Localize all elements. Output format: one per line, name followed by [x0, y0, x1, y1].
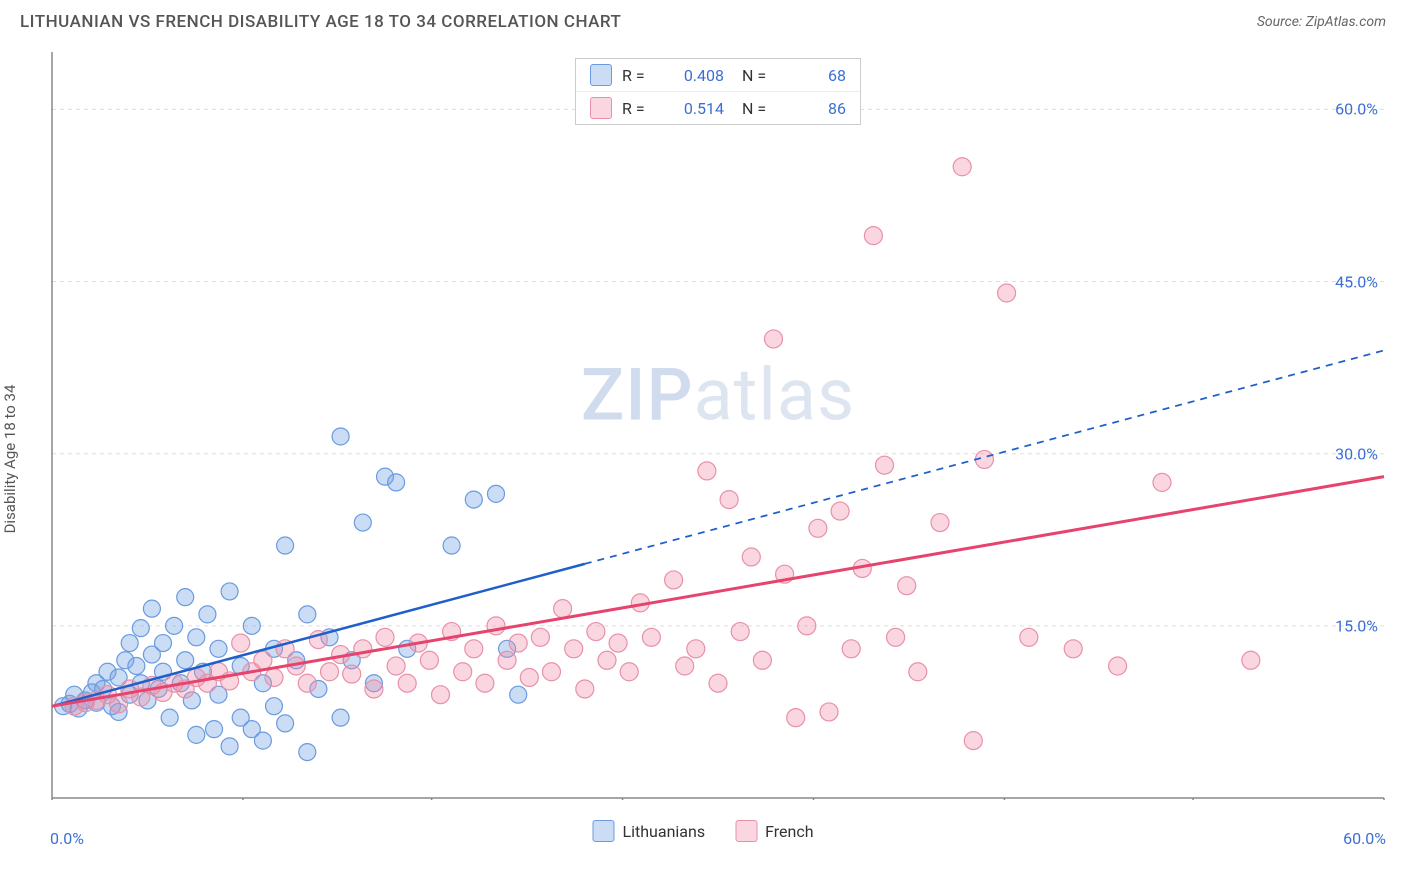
y-tick-label: 30.0% [1335, 444, 1378, 463]
x-axis-max-label: 60.0% [1343, 829, 1386, 848]
r-label: R = [622, 99, 654, 118]
r-label: R = [622, 66, 654, 85]
r-value: 0.408 [664, 66, 724, 85]
y-tick-label: 45.0% [1335, 272, 1378, 291]
chart-area: Disability Age 18 to 34 ZIPatlas R =0.40… [0, 40, 1406, 860]
y-axis-label: Disability Age 18 to 34 [1, 385, 19, 534]
y-tick-label: 60.0% [1335, 100, 1378, 119]
series-legend: Lithuanians French [592, 820, 813, 842]
legend-label: French [765, 822, 813, 841]
scatter-plot-svg [50, 50, 1386, 800]
chart-source: Source: ZipAtlas.com [1257, 14, 1386, 30]
y-tick-label: 15.0% [1335, 616, 1378, 635]
legend-item-french: French [735, 820, 813, 842]
chart-title: LITHUANIAN VS FRENCH DISABILITY AGE 18 T… [20, 12, 621, 32]
legend-swatch-icon [590, 97, 612, 119]
x-axis-origin-label: 0.0% [50, 829, 84, 848]
r-value: 0.514 [664, 99, 724, 118]
legend-row-lithuanians: R = 0.408 N = 68 [576, 59, 860, 92]
n-label: N = [742, 66, 776, 85]
correlation-legend: R = 0.408 N = 68 R = 0.514 N = 86 [575, 58, 861, 125]
plot-region: ZIPatlas R =0.408N =68R =0.514N =86 [50, 50, 1386, 800]
n-value: 68 [786, 66, 846, 85]
chart-header: LITHUANIAN VS FRENCH DISABILITY AGE 18 T… [0, 0, 1406, 40]
legend-item-lithuanians: Lithuanians [592, 820, 705, 842]
legend-swatch-icon [590, 64, 612, 86]
legend-swatch-icon [592, 820, 614, 842]
source-link[interactable]: ZipAtlas.com [1306, 14, 1386, 30]
legend-swatch-icon [735, 820, 757, 842]
n-label: N = [742, 99, 776, 118]
n-value: 86 [786, 99, 846, 118]
legend-label: Lithuanians [622, 822, 705, 841]
legend-row-french: R = 0.514 N = 86 [576, 92, 860, 124]
